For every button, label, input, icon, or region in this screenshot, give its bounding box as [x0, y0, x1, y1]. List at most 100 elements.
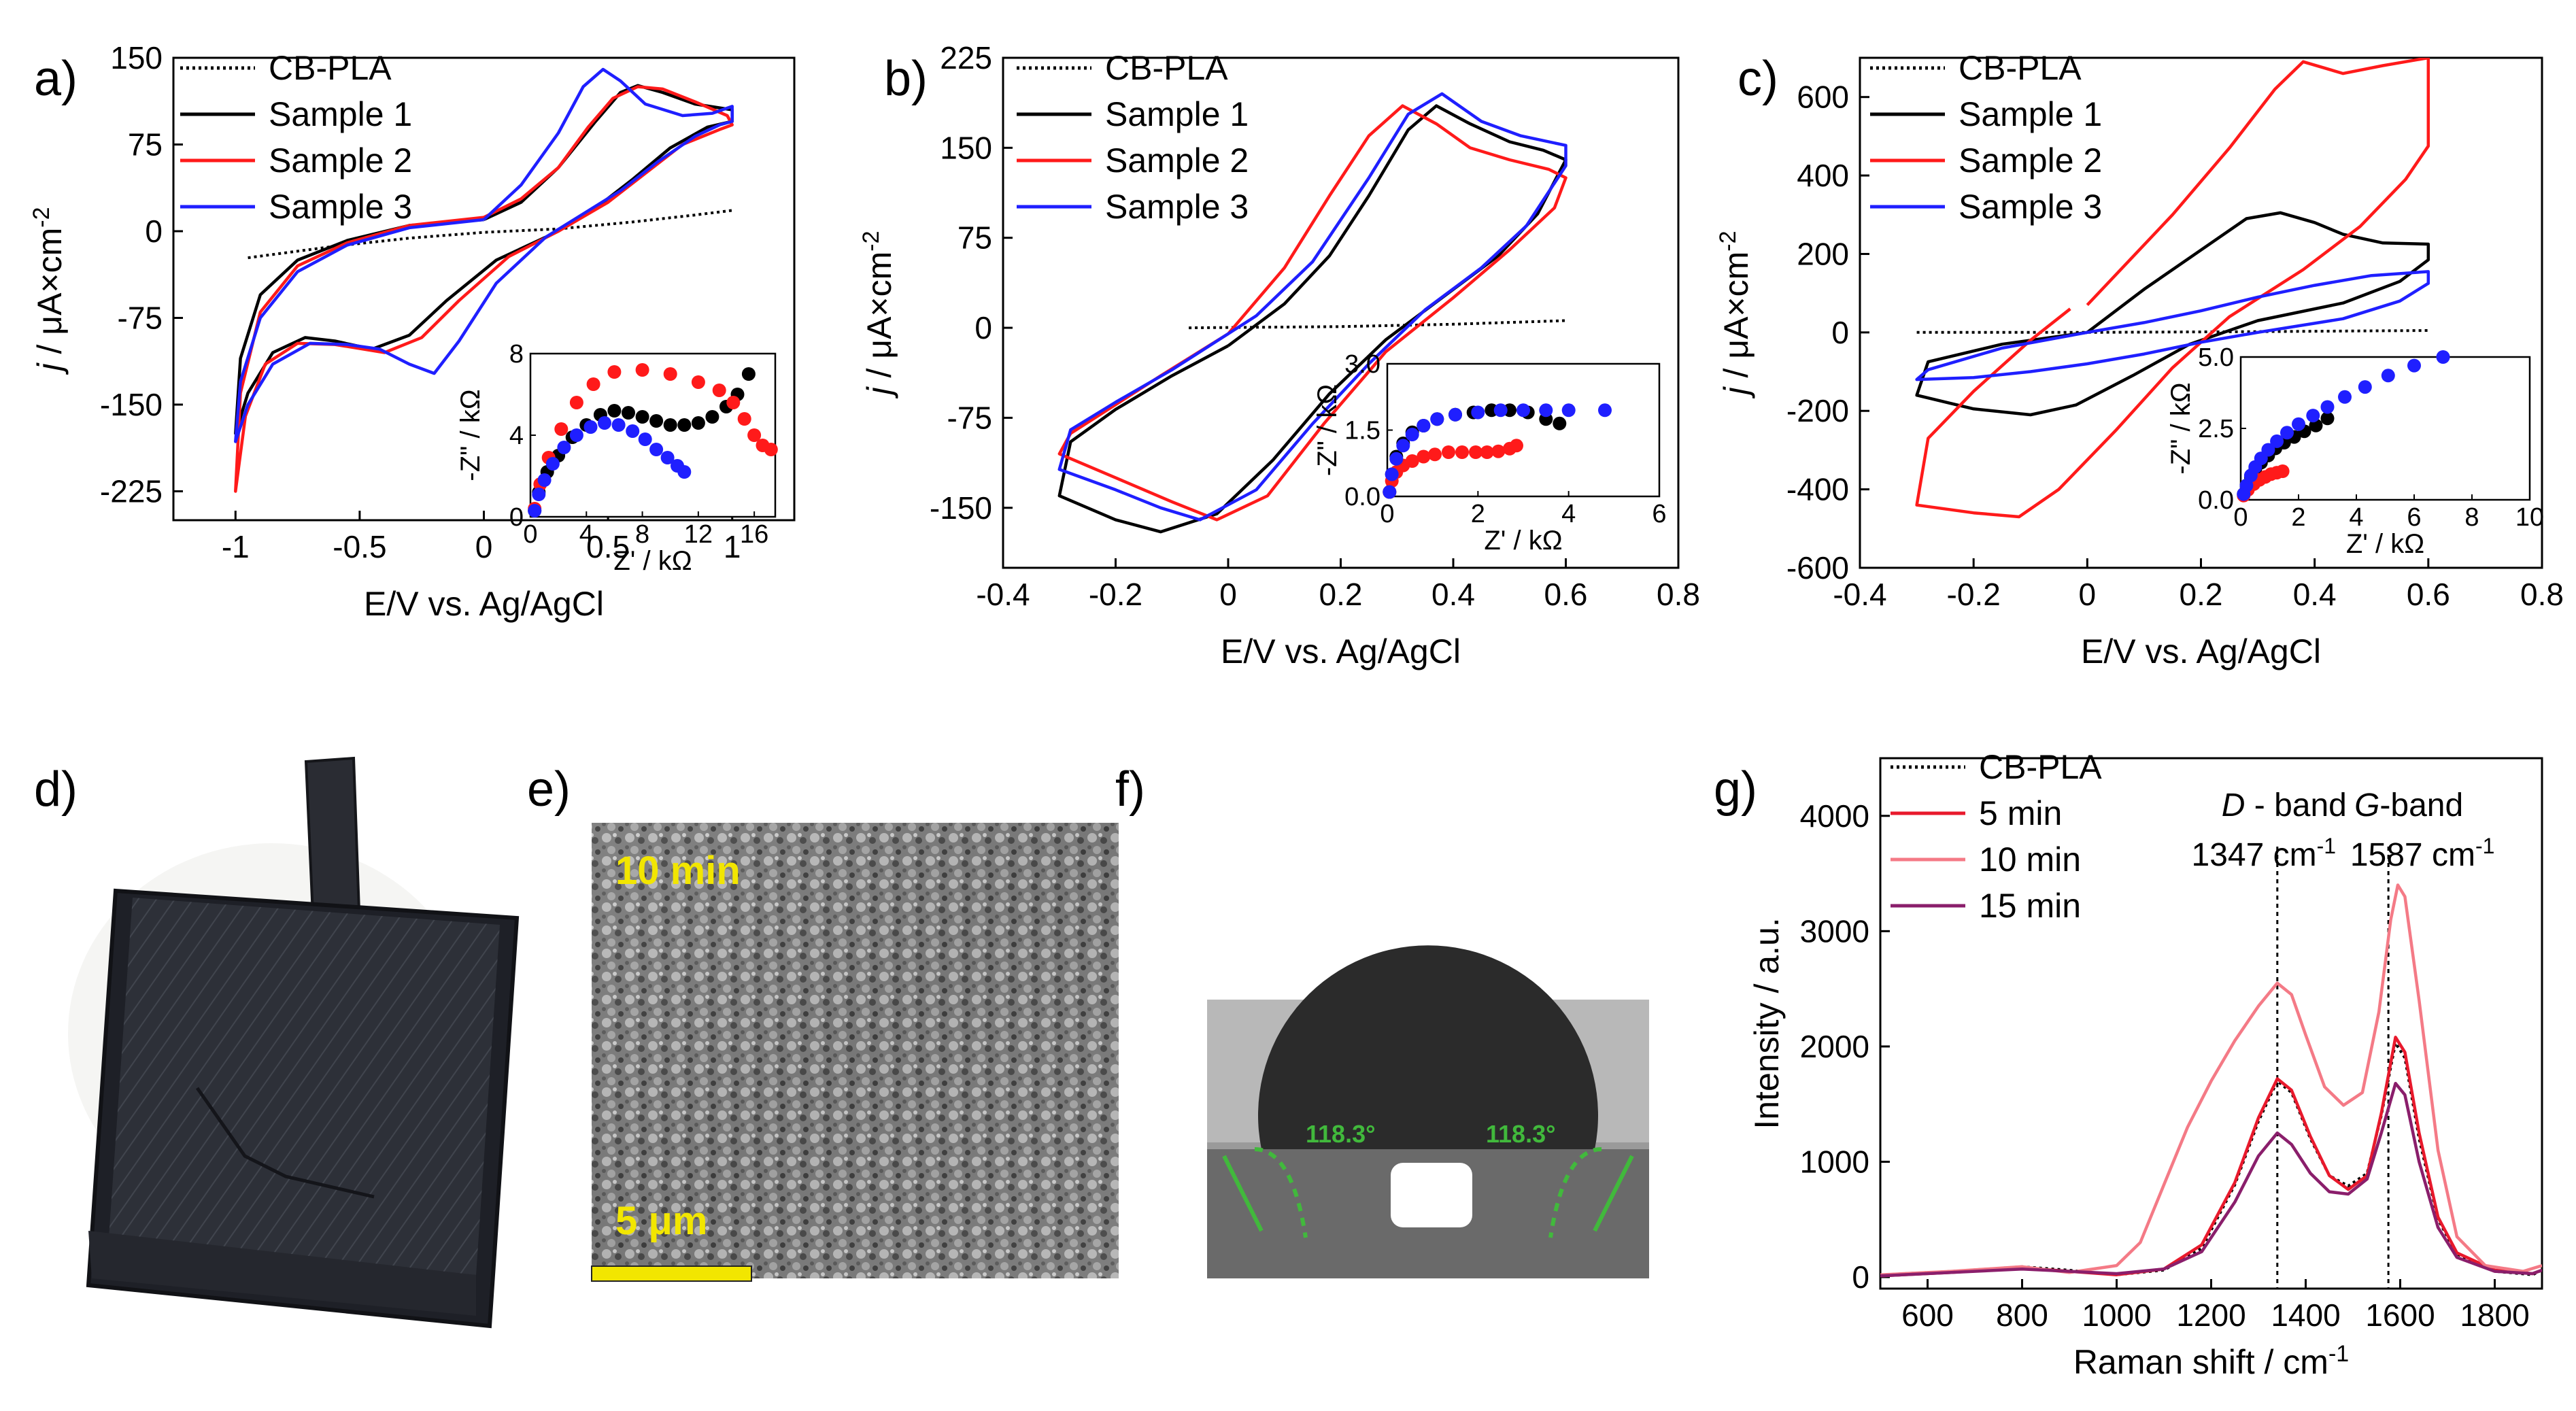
x-tick-label: 1: [724, 529, 741, 564]
series-line-sample-3: [1915, 270, 2430, 381]
series-line-sample-2: [1915, 58, 2430, 519]
band-label: D - band: [2222, 787, 2347, 823]
inset-point-sample-2: [691, 375, 705, 389]
inset-point-sample-2: [1417, 449, 1431, 464]
inset-y-label: -Z" / kΩ: [456, 389, 486, 481]
series-line-10-min: [1880, 883, 2542, 1276]
x-tick-label: 1800: [2460, 1297, 2529, 1333]
inset-point-sample-2: [663, 367, 677, 381]
panel-label-e: e): [527, 762, 571, 817]
inset-point-sample-3: [569, 428, 583, 442]
legend-label: Sample 2: [269, 141, 412, 180]
inset-point-sample-2: [569, 396, 583, 409]
electrode-photo: [68, 756, 520, 1329]
cv-chart-b: -0.4 -0.2 0 0.2 0.4 0.6 0.8 -150 -75 0 75 150 225 E/V…: [858, 40, 1700, 670]
y-tick-label: 0: [1852, 1259, 1869, 1295]
legend-label: CB-PLA: [1959, 49, 2082, 87]
legend-label: 10 min: [1979, 840, 2081, 879]
x-tick-label: 1000: [2082, 1297, 2151, 1333]
series-line-15-min: [1880, 1081, 2542, 1278]
legend-label: 15 min: [1979, 887, 2081, 925]
y-tick-label: 0: [975, 310, 992, 345]
y-tick-label: -75: [118, 301, 163, 336]
x-tick-label: 0: [475, 529, 493, 564]
inset-x-tick-label: 6: [1652, 500, 1666, 528]
inset-point-sample-2: [1455, 445, 1469, 459]
inset-point-sample-3: [2407, 358, 2421, 373]
y-tick-label: 75: [957, 220, 992, 256]
panel-label-c: c): [1738, 52, 1778, 106]
x-tick-label: 0: [2079, 577, 2097, 612]
inset-x-tick-label: 10: [2515, 503, 2544, 532]
inset-y-tick-label: 3.0: [1344, 350, 1380, 379]
inset-point-sample-3: [2261, 443, 2275, 457]
inset-point-sample-3: [1405, 428, 1419, 441]
legend-label: Sample 1: [1959, 95, 2102, 133]
y-tick-label: -150: [100, 387, 163, 422]
inset-point-sample-3: [583, 420, 598, 434]
inset-point-sample-3: [1493, 403, 1508, 418]
inset-point-sample-1: [691, 416, 705, 430]
x-tick-label: -0.2: [1947, 577, 2001, 612]
inset-x-tick-label: 0: [523, 520, 537, 549]
inset-point-sample-2: [1405, 454, 1419, 468]
panel-label-a: a): [34, 52, 78, 106]
inset-x-tick-label: 4: [1561, 500, 1576, 528]
x-axis-label: E/V vs. Ag/AgCl: [1221, 632, 1461, 670]
inset-point-sample-2: [1442, 445, 1455, 459]
inset-point-sample-3: [2338, 390, 2352, 404]
inset-x-tick-label: 12: [684, 520, 713, 549]
inset-x-tick-label: 8: [635, 520, 649, 549]
inset-point-sample-3: [1417, 419, 1431, 432]
inset-x-tick-label: 4: [579, 520, 594, 549]
cv-chart-c: -0.4 -0.2 0 0.2 0.4 0.6 0.8-600-400-2000200400…: [1715, 49, 2564, 670]
inset-x-tick-label: 2: [2291, 503, 2305, 532]
x-tick-label: -0.4: [1833, 577, 1886, 612]
x-tick-label: 0.4: [2293, 577, 2337, 612]
y-tick-label: -400: [1786, 472, 1849, 507]
y-axis-label: j / μA×cm-2: [29, 207, 69, 375]
inset-y-tick-label: 5.0: [2198, 343, 2234, 372]
inset-point-sample-3: [1383, 485, 1397, 499]
inset-point-sample-2: [1469, 445, 1482, 459]
inset-point-sample-1: [649, 414, 664, 428]
y-tick-label: 200: [1797, 236, 1849, 271]
series-line-sample-2: [234, 85, 734, 493]
y-tick-label: -75: [947, 400, 992, 435]
legend-label: Sample 1: [1105, 95, 1249, 133]
series-line-cb-pla: [1189, 319, 1566, 330]
inset-point-sample-3: [1561, 403, 1576, 418]
y-tick-label: 225: [940, 40, 992, 75]
inset-y-tick-label: 4: [509, 422, 524, 450]
inset-x-tick-label: 16: [740, 520, 768, 549]
inset-y-tick-label: 0: [509, 503, 524, 532]
x-tick-label: 0.8: [2520, 577, 2564, 612]
raman-chart-g: 600 800 1000 1200 1400 1600 1800 0 1000 2000 3000 4…: [1748, 748, 2543, 1381]
series-line-sample-1: [1915, 211, 2430, 417]
inset-point-sample-1: [635, 410, 649, 424]
panel-label-d: d): [34, 762, 78, 817]
inset-point-sample-2: [586, 377, 600, 391]
inset-point-sample-1: [663, 418, 677, 432]
inset-x-tick-label: 2: [1471, 500, 1485, 528]
inset-point-sample-1: [741, 367, 756, 381]
x-tick-label: 1400: [2271, 1297, 2340, 1333]
y-tick-label: 75: [128, 127, 163, 163]
inset-point-sample-3: [1516, 403, 1530, 418]
inset-point-sample-1: [622, 406, 635, 420]
inset-point-sample-3: [2320, 400, 2335, 414]
x-tick-label: 1200: [2176, 1297, 2245, 1333]
inset-point-sample-3: [532, 488, 546, 501]
inset-x-label: Z' / kΩ: [2346, 529, 2424, 559]
x-tick-label: 800: [1996, 1297, 2048, 1333]
inset-point-sample-3: [2381, 369, 2395, 383]
x-tick-label: 0.2: [2180, 577, 2223, 612]
inset-point-sample-3: [1385, 467, 1399, 481]
y-tick-label: 0: [145, 214, 163, 249]
x-tick-label: -0.5: [333, 529, 386, 564]
inset-y-tick-label: 1.5: [1344, 417, 1380, 445]
inset-point-sample-3: [1471, 405, 1485, 420]
y-tick-label: 150: [110, 40, 163, 75]
inset-point-sample-3: [626, 424, 640, 438]
